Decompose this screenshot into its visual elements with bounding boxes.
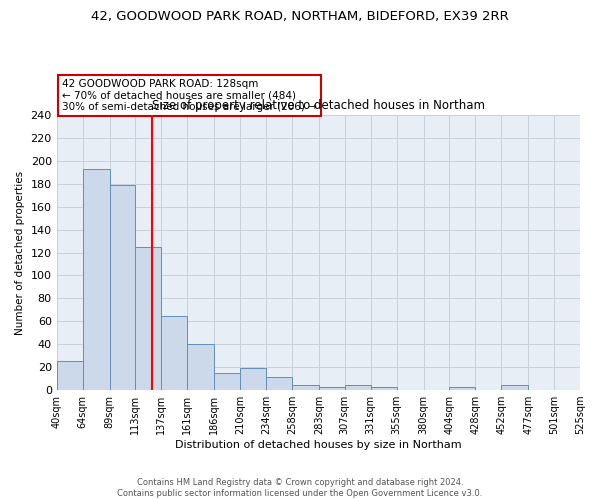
Bar (371, 386, 397, 390)
Bar (319, 386, 345, 390)
Text: 42 GOODWOOD PARK ROAD: 128sqm
← 70% of detached houses are smaller (484)
30% of : 42 GOODWOOD PARK ROAD: 128sqm ← 70% of d… (62, 79, 317, 112)
Text: 42, GOODWOOD PARK ROAD, NORTHAM, BIDEFORD, EX39 2RR: 42, GOODWOOD PARK ROAD, NORTHAM, BIDEFOR… (91, 10, 509, 23)
Y-axis label: Number of detached properties: Number of detached properties (15, 170, 25, 334)
Title: Size of property relative to detached houses in Northam: Size of property relative to detached ho… (152, 100, 485, 112)
Bar (449, 386, 475, 390)
Bar (83, 169, 110, 390)
X-axis label: Distribution of detached houses by size in Northam: Distribution of detached houses by size … (175, 440, 461, 450)
Bar (345, 386, 371, 390)
Bar (110, 185, 136, 390)
Bar (266, 378, 292, 390)
Bar (187, 344, 214, 390)
Text: Contains HM Land Registry data © Crown copyright and database right 2024.
Contai: Contains HM Land Registry data © Crown c… (118, 478, 482, 498)
Bar (161, 316, 187, 390)
Bar (56, 362, 83, 390)
Bar (501, 386, 528, 390)
Bar (214, 373, 240, 390)
Bar (240, 368, 266, 390)
Bar (136, 247, 161, 390)
Bar (292, 386, 319, 390)
